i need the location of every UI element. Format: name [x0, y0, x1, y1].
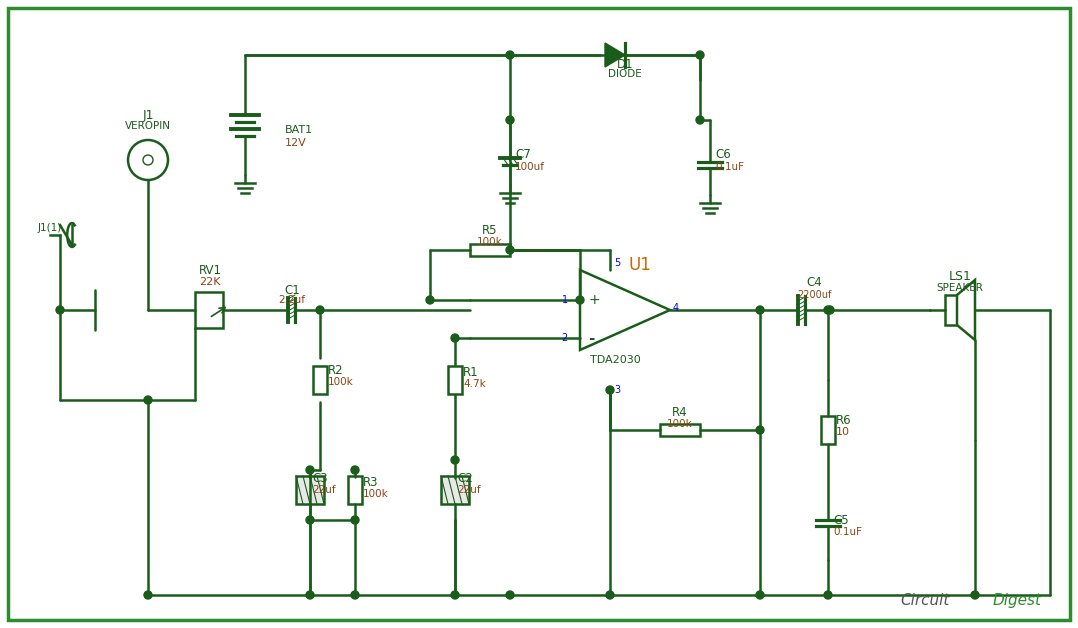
Text: 22uf: 22uf	[312, 485, 335, 495]
Text: 100k: 100k	[667, 419, 693, 429]
Text: R6: R6	[837, 413, 852, 426]
Circle shape	[144, 396, 152, 404]
Circle shape	[756, 306, 764, 314]
Text: C1: C1	[285, 283, 300, 296]
Text: J1(1): J1(1)	[38, 223, 63, 233]
Text: -: -	[588, 330, 594, 345]
Text: 4: 4	[673, 303, 679, 313]
Text: R1: R1	[462, 365, 479, 379]
Text: R5: R5	[482, 224, 498, 237]
Text: C5: C5	[833, 514, 848, 526]
Text: 22uf: 22uf	[457, 485, 481, 495]
Bar	[441, 476, 469, 504]
Circle shape	[606, 591, 614, 599]
Text: LS1: LS1	[949, 269, 971, 283]
Polygon shape	[605, 43, 625, 67]
Text: 4.7k: 4.7k	[462, 379, 486, 389]
Circle shape	[451, 456, 459, 464]
Circle shape	[306, 516, 314, 524]
Circle shape	[971, 591, 979, 599]
Text: 22K: 22K	[199, 277, 221, 287]
Bar	[313, 366, 327, 394]
Text: +: +	[588, 293, 599, 307]
Polygon shape	[580, 270, 671, 350]
Text: 2.2uf: 2.2uf	[278, 295, 305, 305]
Circle shape	[696, 51, 704, 59]
Text: C6: C6	[715, 148, 731, 161]
Circle shape	[351, 591, 359, 599]
Circle shape	[316, 306, 324, 314]
Text: 5: 5	[614, 258, 620, 268]
Text: 1: 1	[562, 295, 568, 305]
Circle shape	[606, 386, 614, 394]
Text: 100k: 100k	[363, 489, 389, 499]
Circle shape	[756, 426, 764, 434]
Text: D1: D1	[617, 58, 633, 70]
Text: J1: J1	[142, 109, 154, 121]
Text: 100k: 100k	[478, 237, 502, 247]
Text: R4: R4	[673, 406, 688, 418]
Circle shape	[306, 591, 314, 599]
Bar	[660, 424, 700, 436]
Circle shape	[506, 246, 514, 254]
Text: 2200uf: 2200uf	[797, 290, 831, 300]
Circle shape	[306, 466, 314, 474]
Circle shape	[144, 591, 152, 599]
Text: C2: C2	[457, 472, 473, 484]
Text: C3: C3	[312, 472, 328, 484]
Circle shape	[824, 591, 832, 599]
Text: TDA2030: TDA2030	[590, 355, 640, 365]
Circle shape	[506, 116, 514, 124]
Bar	[348, 476, 362, 504]
Bar	[195, 292, 223, 328]
Circle shape	[56, 306, 64, 314]
Text: R3: R3	[363, 475, 378, 489]
Bar	[296, 476, 324, 504]
Text: 100uf: 100uf	[515, 162, 545, 172]
Circle shape	[351, 466, 359, 474]
Circle shape	[824, 306, 832, 314]
Bar	[945, 295, 957, 325]
Circle shape	[576, 296, 584, 304]
Text: 2: 2	[562, 333, 568, 343]
Circle shape	[696, 116, 704, 124]
Polygon shape	[957, 280, 975, 340]
Text: RV1: RV1	[199, 264, 222, 276]
Circle shape	[426, 296, 434, 304]
Circle shape	[451, 591, 459, 599]
Bar	[470, 244, 510, 256]
Text: Digest: Digest	[993, 593, 1042, 608]
Text: 0.1uF: 0.1uF	[715, 162, 744, 172]
Text: C7: C7	[515, 148, 530, 161]
Text: BAT1: BAT1	[285, 125, 313, 135]
Circle shape	[451, 334, 459, 342]
Text: 10: 10	[837, 427, 849, 437]
Circle shape	[826, 306, 834, 314]
Text: 100k: 100k	[328, 377, 354, 387]
Text: 0.1uF: 0.1uF	[833, 527, 862, 537]
Text: 12V: 12V	[285, 138, 307, 148]
Text: R2: R2	[328, 364, 344, 377]
Circle shape	[351, 516, 359, 524]
Text: 3: 3	[614, 385, 620, 395]
Text: C4: C4	[806, 276, 821, 290]
Text: U1: U1	[628, 256, 651, 274]
Text: SPEAKER: SPEAKER	[937, 283, 983, 293]
Text: Circuit: Circuit	[900, 593, 950, 608]
Bar	[448, 366, 462, 394]
Text: DIODE: DIODE	[608, 69, 641, 79]
Circle shape	[506, 51, 514, 59]
Circle shape	[506, 591, 514, 599]
Text: VEROPIN: VEROPIN	[125, 121, 171, 131]
Circle shape	[756, 591, 764, 599]
Bar	[821, 416, 835, 444]
